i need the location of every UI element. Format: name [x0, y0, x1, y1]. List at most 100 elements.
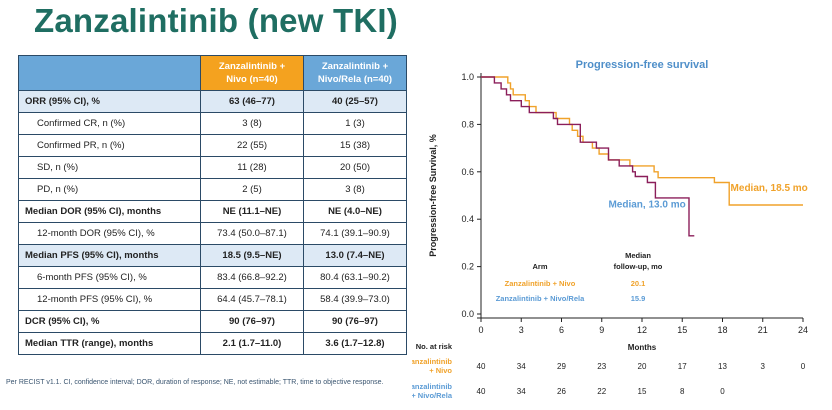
- row-label: Confirmed PR, n (%): [18, 134, 201, 157]
- y-axis-label: Progression-free Survival, %: [428, 134, 438, 257]
- at-risk-value-nivo-rela: 34: [517, 387, 526, 396]
- y-tick-label: 0.8: [461, 119, 474, 129]
- row-value-nivo: 64.4 (45.7–78.1): [200, 288, 304, 311]
- at-risk-value-nivo: 0: [801, 362, 806, 371]
- y-tick-label: 0.2: [461, 262, 474, 272]
- table-header-row: Zanzalintinib + Nivo (n=40) Zanzalintini…: [18, 55, 407, 91]
- at-risk-value-nivo: 13: [718, 362, 727, 371]
- arm2-fu: 15.9: [631, 294, 646, 303]
- x-axis-label: Months: [628, 343, 657, 352]
- header-nivo-line1: Zanzalintinib +: [218, 61, 286, 72]
- row-label: Confirmed CR, n (%): [18, 112, 201, 135]
- at-risk-row1-label-line1: Zanzalintinib: [412, 357, 452, 366]
- arm2-label: Zanzalintinib + Nivo/Rela: [496, 294, 585, 303]
- table-header-rela: Zanzalintinib + Nivo/Rela (n=40): [303, 55, 407, 91]
- row-value-rela: 13.0 (7.4–NE): [303, 244, 407, 267]
- median-rela-label: Median, 13.0 mo: [608, 199, 685, 210]
- table-row: Confirmed CR, n (%) 3 (8) 1 (3): [18, 112, 407, 135]
- row-label: SD, n (%): [18, 156, 201, 179]
- row-value-nivo: 11 (28): [200, 156, 304, 179]
- at-risk-row2-label-line2: + Nivo/Rela: [412, 391, 453, 400]
- row-value-rela: 90 (76–97): [303, 310, 407, 333]
- at-risk-value-nivo: 3: [761, 362, 766, 371]
- header-rela-line2: Nivo/Rela (n=40): [317, 74, 393, 85]
- at-risk-value-nivo-rela: 0: [720, 387, 725, 396]
- row-value-rela: 1 (3): [303, 112, 407, 135]
- pfs-km-chart: Progression-free survival 0.0 0.2 0.4 0.6 0.8…: [412, 59, 808, 400]
- row-value-nivo: 2.1 (1.7–11.0): [200, 332, 304, 355]
- x-tick-label: 15: [677, 325, 687, 335]
- at-risk-value-nivo-rela: 15: [638, 387, 647, 396]
- at-risk-row1-label-line2: + Nivo: [429, 366, 452, 375]
- table-row: Confirmed PR, n (%) 22 (55) 15 (38): [18, 134, 407, 157]
- y-tick-label: 0.6: [461, 167, 474, 177]
- row-value-nivo: 90 (76–97): [200, 310, 304, 333]
- at-risk-value-nivo: 40: [477, 362, 486, 371]
- x-tick-label: 21: [758, 325, 768, 335]
- table-row: Median DOR (95% CI), months NE (11.1–NE) N…: [18, 200, 407, 223]
- row-label: Median PFS (95% CI), months: [18, 244, 201, 267]
- row-value-nivo: 22 (55): [200, 134, 304, 157]
- at-risk-value-nivo-rela: 26: [557, 387, 566, 396]
- row-value-nivo: 18.5 (9.5–NE): [200, 244, 304, 267]
- at-risk-value-nivo: 34: [517, 362, 526, 371]
- at-risk-label: No. at risk: [416, 342, 453, 351]
- row-label: Median DOR (95% CI), months: [18, 200, 201, 223]
- x-tick-label: 6: [559, 325, 564, 335]
- row-label: Median TTR (range), months: [18, 332, 201, 355]
- x-tick-label: 12: [637, 325, 647, 335]
- median-nivo-label: Median, 18.5 mo: [731, 183, 808, 194]
- x-tick-label: 9: [599, 325, 604, 335]
- y-tick-label: 1.0: [461, 72, 474, 82]
- median-fu-header-line1: Median: [625, 251, 651, 260]
- row-value-rela: NE (4.0–NE): [303, 200, 407, 223]
- row-value-rela: 80.4 (63.1–90.2): [303, 266, 407, 289]
- header-rela-line1: Zanzalintinib +: [321, 61, 389, 72]
- row-value-rela: 3 (8): [303, 178, 407, 201]
- row-value-rela: 74.1 (39.1–90.9): [303, 222, 407, 245]
- at-risk-value-nivo: 29: [557, 362, 566, 371]
- x-tick-label: 24: [798, 325, 808, 335]
- x-tick-label: 3: [519, 325, 524, 335]
- row-value-nivo: NE (11.1–NE): [200, 200, 304, 223]
- row-label: 6-month PFS (95% CI), %: [18, 266, 201, 289]
- row-label: DCR (95% CI), %: [18, 310, 201, 333]
- arm1-label: Zanzalintinib + Nivo: [505, 279, 576, 288]
- footnote: Per RECIST v1.1. CI, confidence interval…: [6, 379, 384, 386]
- at-risk-row2-label-line1: Zanzalintinib: [412, 382, 452, 391]
- table-row: Median TTR (range), months 2.1 (1.7–11.0)…: [18, 332, 407, 355]
- table-row: 12-month DOR (95% CI), % 73.4 (50.0–87.1)…: [18, 222, 407, 245]
- row-label: 12-month PFS (95% CI), %: [18, 288, 201, 311]
- y-tick-label: 0.4: [461, 214, 474, 224]
- at-risk-value-nivo-rela: 8: [680, 387, 685, 396]
- row-value-nivo: 2 (5): [200, 178, 304, 201]
- at-risk-value-nivo-rela: 22: [597, 387, 606, 396]
- table-row: Median PFS (95% CI), months 18.5 (9.5–NE)…: [18, 244, 407, 267]
- at-risk-value-nivo: 23: [597, 362, 606, 371]
- table-row: ORR (95% CI), % 63 (46–77) 40 (25–57): [18, 90, 407, 113]
- median-fu-header-line2: follow-up, mo: [614, 262, 663, 271]
- table-body: ORR (95% CI), % 63 (46–77) 40 (25–57) Confi…: [18, 90, 407, 355]
- table-row: DCR (95% CI), % 90 (76–97) 90 (76–97): [18, 310, 407, 333]
- km-curve-nivo-rela: [481, 76, 695, 237]
- x-tick-label: 18: [717, 325, 727, 335]
- table-row: SD, n (%) 11 (28) 20 (50): [18, 156, 407, 179]
- x-tick-label: 0: [478, 325, 483, 335]
- arm1-fu: 20.1: [631, 279, 646, 288]
- km-curve-nivo: [481, 76, 803, 206]
- chart-title: Progression-free survival: [576, 59, 709, 71]
- at-risk-value-nivo-rela: 40: [477, 387, 486, 396]
- table-row: 12-month PFS (95% CI), % 64.4 (45.7–78.1)…: [18, 288, 407, 311]
- table-header-blank: [18, 55, 201, 91]
- at-risk-value-nivo: 20: [638, 362, 647, 371]
- table-row: PD, n (%) 2 (5) 3 (8): [18, 178, 407, 201]
- row-value-nivo: 3 (8): [200, 112, 304, 135]
- row-value-nivo: 83.4 (66.8–92.2): [200, 266, 304, 289]
- results-table: Zanzalintinib + Nivo (n=40) Zanzalintini…: [18, 55, 407, 355]
- row-label: 12-month DOR (95% CI), %: [18, 222, 201, 245]
- row-label: ORR (95% CI), %: [18, 90, 201, 113]
- row-value-rela: 20 (50): [303, 156, 407, 179]
- header-nivo-line2: Nivo (n=40): [226, 74, 278, 85]
- row-value-nivo: 63 (46–77): [200, 90, 304, 113]
- row-label: PD, n (%): [18, 178, 201, 201]
